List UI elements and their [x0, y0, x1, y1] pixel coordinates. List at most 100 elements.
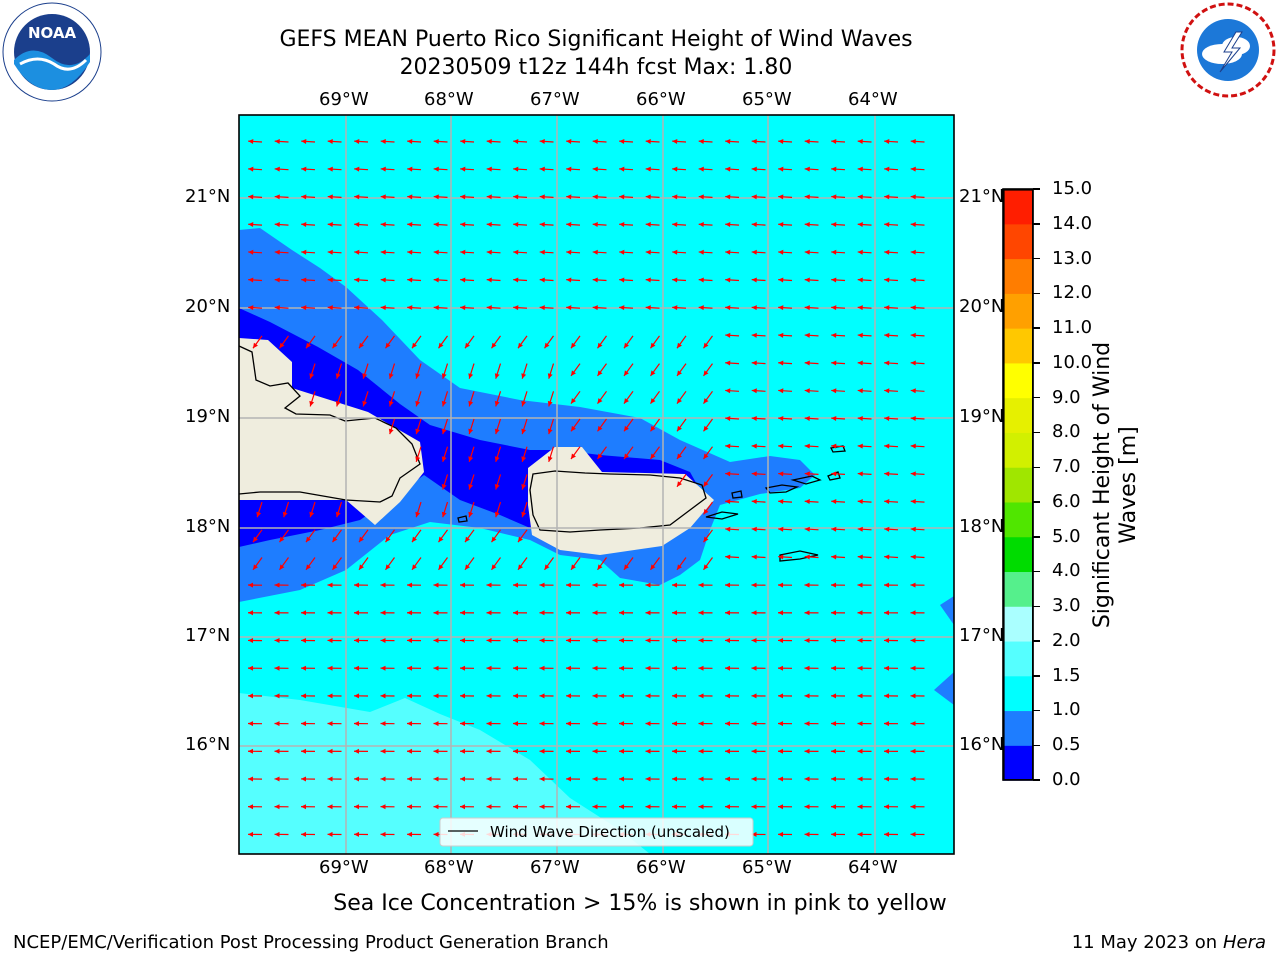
wave-direction-arrow	[441, 418, 449, 435]
wave-direction-arrow	[407, 194, 422, 200]
colorbar-swatch	[1003, 362, 1033, 399]
wave-direction-arrow	[248, 277, 263, 283]
wave-direction-arrow	[380, 831, 395, 837]
wave-direction-arrow	[539, 748, 554, 754]
wave-direction-arrow	[804, 443, 819, 449]
wave-direction-arrow	[804, 222, 819, 228]
wave-direction-arrow	[831, 305, 846, 311]
wave-direction-arrow	[698, 249, 713, 255]
wave-direction-arrow	[256, 501, 263, 518]
wave-direction-arrow	[645, 748, 660, 754]
wave-direction-arrow	[778, 471, 793, 477]
wave-direction-arrow	[884, 249, 899, 255]
wave-direction-arrow	[539, 776, 554, 782]
wave-direction-arrow	[857, 166, 872, 172]
wave-direction-arrow	[513, 610, 528, 616]
wave-direction-arrow	[672, 582, 687, 588]
colorbar-swatch	[1003, 501, 1033, 538]
wave-direction-arrow	[645, 693, 660, 699]
wave-direction-arrow	[910, 249, 925, 255]
wave-direction-arrow	[884, 332, 899, 338]
wave-direction-arrow	[778, 388, 793, 394]
wave-direction-arrow	[566, 582, 581, 588]
wave-direction-arrow	[804, 693, 819, 699]
wave-direction-arrow	[804, 138, 819, 144]
wave-direction-arrow	[725, 804, 740, 810]
lat-right-18: 18°N	[959, 516, 1005, 537]
wave-direction-arrow	[354, 693, 369, 699]
colorbar-tick-mark	[1033, 605, 1040, 608]
wave-direction-arrow	[570, 557, 581, 571]
wave-direction-arrow	[301, 610, 316, 616]
wave-direction-arrow	[464, 557, 475, 571]
wave-direction-arrow	[778, 665, 793, 671]
colorbar-tick-mark	[1033, 257, 1040, 260]
wave-direction-arrow	[539, 194, 554, 200]
wave-direction-arrow	[778, 776, 793, 782]
wave-direction-arrow	[274, 277, 289, 283]
wave-direction-arrow	[751, 471, 766, 477]
wave-direction-arrow	[804, 305, 819, 311]
colorbar-swatch	[1003, 189, 1033, 225]
wave-direction-arrow	[672, 610, 687, 616]
wave-direction-arrow	[301, 582, 316, 588]
colorbar-swatch	[1003, 467, 1033, 503]
wave-direction-arrow	[725, 305, 740, 311]
wave-direction-arrow	[645, 776, 660, 782]
colorbar-swatch	[1003, 432, 1033, 468]
wave-direction-arrow	[327, 804, 342, 810]
land-hispaniola	[239, 338, 424, 525]
wave-direction-arrow	[358, 529, 369, 543]
wave-direction-arrow	[566, 166, 581, 172]
colorbar-swatch	[1003, 258, 1033, 294]
wave-direction-arrow	[804, 776, 819, 782]
chart-title: GEFS MEAN Puerto Rico Significant Height…	[279, 27, 913, 52]
wave-direction-arrow	[725, 693, 740, 699]
wave-direction-arrow	[592, 305, 607, 311]
lon-top-68: 68°W	[424, 89, 474, 110]
wave-direction-arrow	[407, 138, 422, 144]
wave-direction-arrow	[831, 721, 846, 727]
wave-direction-arrow	[547, 446, 555, 463]
wave-direction-arrow	[857, 721, 872, 727]
wave-direction-arrow	[301, 166, 316, 172]
wave-direction-arrow	[650, 390, 660, 404]
lon-bottom-68: 68°W	[424, 857, 474, 878]
wave-direction-arrow	[274, 610, 289, 616]
colorbar-tick-mark	[1033, 292, 1040, 295]
wave-direction-arrow	[857, 305, 872, 311]
wave-direction-arrow	[248, 222, 263, 228]
lat-left-17: 17°N	[185, 625, 231, 646]
colorbar-tick-label: 0.5	[1052, 734, 1081, 756]
wave-direction-arrow	[327, 138, 342, 144]
wave-direction-arrow	[380, 277, 395, 283]
wave-direction-arrow	[703, 501, 713, 515]
colorbar-swatch	[1003, 675, 1033, 712]
wave-direction-arrow	[380, 610, 395, 616]
lat-right-20: 20°N	[959, 296, 1005, 317]
wave-direction-arrow	[884, 526, 899, 532]
wave-direction-arrow	[619, 721, 634, 727]
wave-direction-arrow	[703, 418, 713, 432]
wave-direction-arrow	[274, 693, 289, 699]
wave-direction-arrow	[566, 249, 581, 255]
wave-direction-arrow	[335, 363, 343, 379]
wave-direction-arrow	[910, 471, 925, 477]
wave-direction-arrow	[804, 721, 819, 727]
wave-direction-arrow	[248, 804, 263, 810]
wave-direction-arrow	[884, 305, 899, 311]
nws-logo	[1178, 2, 1278, 98]
wave-direction-arrow	[274, 249, 289, 255]
wave-direction-arrow	[460, 166, 475, 172]
wave-direction-arrow	[910, 693, 925, 699]
wave-direction-arrow	[804, 526, 819, 532]
wave-direction-arrow	[676, 557, 687, 571]
wave-direction-arrow	[380, 748, 395, 754]
wave-direction-arrow	[831, 526, 846, 532]
colorbar-tick-label: 1.0	[1052, 699, 1081, 721]
wave-direction-arrow	[358, 557, 369, 571]
wave-direction-arrow	[884, 804, 899, 810]
wave-direction-arrow	[650, 446, 660, 460]
wave-direction-arrow	[460, 194, 475, 200]
wave-direction-arrow	[494, 363, 502, 379]
